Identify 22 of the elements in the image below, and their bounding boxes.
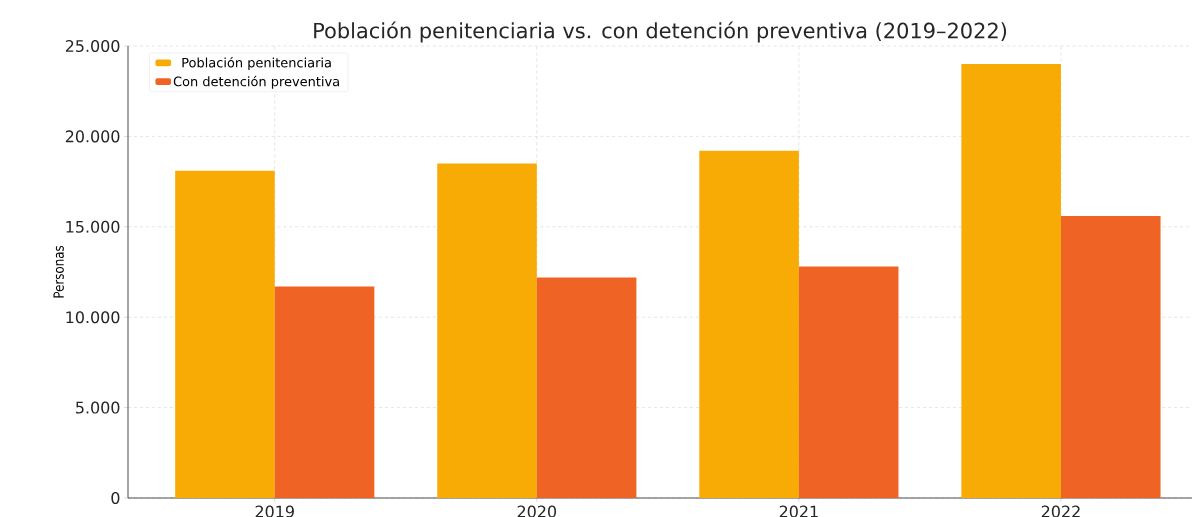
y-tick-label: 25.000 — [65, 39, 120, 53]
y-tick-label: 5.000 — [76, 401, 120, 414]
x-tick-label: 2021 — [779, 505, 818, 517]
y-tick-label: 10.000 — [66, 311, 120, 324]
bar — [798, 266, 899, 498]
x-tick-label: 2019 — [255, 505, 294, 517]
bar — [699, 150, 799, 498]
y-axis-title: Personas — [53, 245, 64, 298]
chart-title: Población penitenciaria vs. con detención preventiva (2019–2022) — [314, 21, 1007, 43]
bar — [175, 170, 275, 498]
y-tick-label: 20.000 — [65, 130, 120, 143]
x-tick-label: 2022 — [1041, 505, 1080, 517]
bar — [536, 277, 637, 498]
y-tick-label: 15.000 — [66, 220, 120, 233]
bar — [274, 286, 375, 498]
bar — [437, 163, 537, 498]
legend-label: Con detención preventiva — [173, 75, 339, 89]
x-tick-label: 2020 — [517, 505, 557, 517]
legend-label: Población penitenciaria — [182, 56, 331, 71]
bar — [961, 64, 1061, 498]
bar — [1060, 215, 1161, 498]
y-tick-label: 0 — [111, 491, 120, 505]
